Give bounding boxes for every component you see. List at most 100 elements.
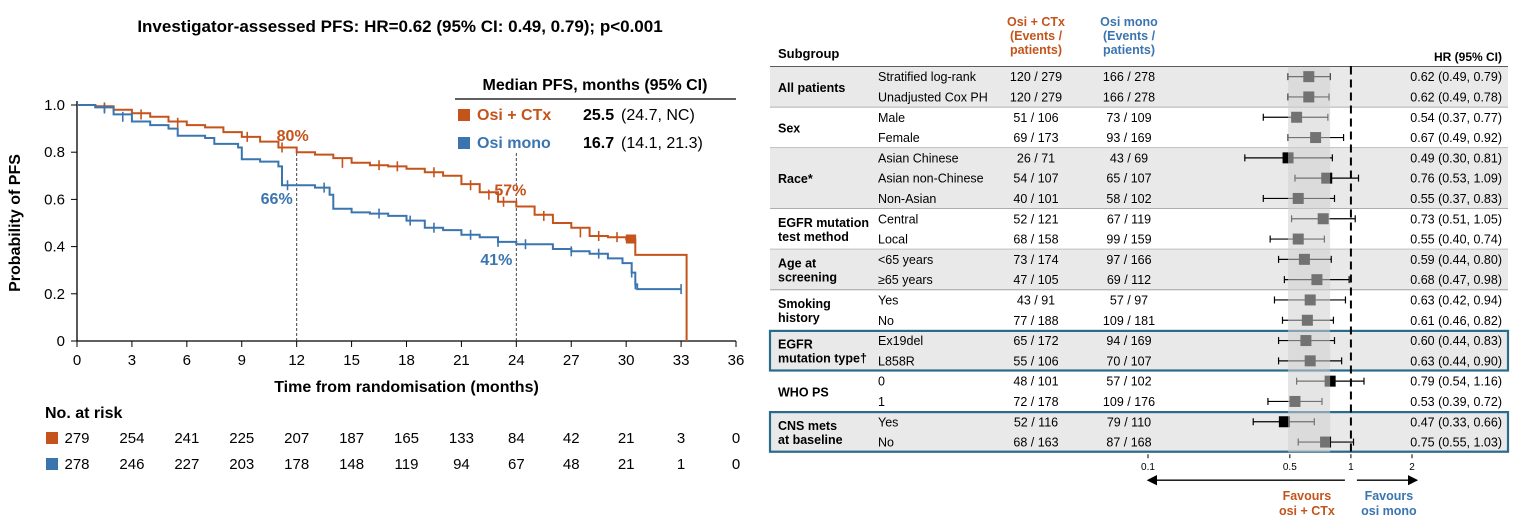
km-x-tick-label: 3 [128,352,136,369]
at-risk-value: 254 [119,430,144,447]
forest-header-arm1: patients) [1010,43,1062,57]
forest-row-label: Yes [878,293,898,307]
legend-title: Median PFS, months (95% CI) [483,77,708,94]
km-annotation: 66% [261,191,293,208]
forest-row-label: Stratified log-rank [878,70,977,84]
forest-row-label: No [878,314,894,328]
forest-highlight-box [768,411,1510,453]
forest-rows: All patients Stratified log-rank 120 / 279… [768,66,1510,453]
forest-group-shade [770,330,1508,371]
km-x-tick-label: 30 [618,352,635,369]
forest-row-hr-text: 0.54 (0.37, 0.77) [1410,111,1502,125]
forest-row-arm2: 43 / 69 [1110,151,1148,165]
km-y-tick-label: 1.0 [44,97,65,114]
forest-group-label: test method [778,230,849,244]
km-x-tick-label: 9 [238,352,246,369]
forest-group-label: Sex [778,121,800,135]
forest-row-hr-text: 0.73 (0.51, 1.05) [1410,212,1502,226]
at-risk-value: 21 [618,430,635,447]
legend-median: 16.7 [583,135,614,152]
km-x-tick-label: 21 [453,352,470,369]
forest-group-label: WHO PS [778,385,829,399]
forest-row-label: L858R [878,354,915,368]
at-risk-value: 42 [563,430,580,447]
at-risk-value: 21 [618,456,635,473]
km-x-tick-label: 15 [343,352,360,369]
legend-series-name: Osi + CTx [477,107,551,124]
at-risk-value: 187 [339,430,364,447]
forest-row-arm2: 69 / 112 [1107,273,1151,287]
legend-swatch [458,109,470,121]
forest-row-arm2: 99 / 159 [1106,233,1151,247]
km-annotation: 57% [494,182,526,199]
forest-row-arm1: 47 / 105 [1013,273,1058,287]
km-annotation: 41% [480,252,512,269]
at-risk-value: 246 [119,456,144,473]
km-x-tick-label: 6 [183,352,191,369]
forest-row-arm2: 73 / 109 [1106,111,1151,125]
forest-row-arm2: 87 / 168 [1106,436,1151,450]
forest-group-label: Age at [778,257,817,271]
forest-header-hr: HR (95% CI) [1434,50,1502,64]
favours-left-label: osi + CTx [1279,504,1335,518]
forest-row-arm1: 55 / 106 [1013,354,1058,368]
km-y-axis-label: Probability of PFS [7,154,24,292]
at-risk-value: 133 [449,430,474,447]
at-risk-swatch [46,458,58,470]
forest-row-label: Yes [878,415,898,429]
forest-row-arm1: 120 / 279 [1010,90,1062,104]
forest-row-arm2: 79 / 110 [1107,415,1151,429]
km-x-tick-label: 36 [728,352,745,369]
forest-row-label: Asian non-Chinese [878,172,984,186]
forest-header-arm2: Osi mono [1100,15,1158,29]
km-x-tick-label: 0 [73,352,81,369]
forest-group-label: Smoking [778,297,831,311]
forest-row-label: 1 [878,395,885,409]
forest-header-arm2: patients) [1103,43,1155,57]
forest-row-hr-text: 0.53 (0.39, 0.72) [1410,395,1502,409]
favours-left-label: Favours [1283,489,1332,503]
forest-row-hr-text: 0.75 (0.55, 1.03) [1410,436,1502,450]
legend-ci: (24.7, NC) [621,107,695,124]
forest-header-arm2: (Events / [1103,29,1156,43]
at-risk-value: 148 [339,456,364,473]
kaplan-meier-chart: Investigator-assessed PFS: HR=0.62 (95% … [7,17,744,473]
forest-header-arm1: (Events / [1010,29,1063,43]
forest-row-hr-text: 0.47 (0.33, 0.66) [1410,415,1502,429]
forest-row-arm1: 52 / 121 [1013,212,1058,226]
at-risk-value: 227 [174,456,199,473]
forest-row-label: Non-Asian [878,192,936,206]
at-risk-value: 119 [395,456,419,473]
forest-header-subgroup: Subgroup [778,46,839,61]
at-risk-value: 3 [677,430,685,447]
forest-row-hr-text: 0.63 (0.44, 0.90) [1410,354,1502,368]
forest-row-arm2: 109 / 181 [1103,314,1155,328]
forest-row-hr-text: 0.60 (0.44, 0.83) [1410,334,1502,348]
forest-row-hr-text: 0.76 (0.53, 1.09) [1410,172,1502,186]
forest-row-label: No [878,436,894,450]
forest-header-arm1: Osi + CTx [1007,15,1065,29]
forest-row-label: Central [878,212,918,226]
forest-row-arm1: 68 / 158 [1013,233,1058,247]
at-risk-value: 279 [64,430,89,447]
forest-row-hr-text: 0.55 (0.37, 0.83) [1410,192,1502,206]
forest-x-tick-label: 0.5 [1283,462,1297,473]
forest-row-arm2: 97 / 166 [1106,253,1151,267]
forest-group-label: screening [778,271,837,285]
forest-row-arm1: 68 / 163 [1013,436,1058,450]
km-y-tick-label: 0.8 [44,144,65,161]
forest-row-arm2: 70 / 107 [1106,354,1151,368]
forest-row-label: Asian Chinese [878,151,959,165]
km-axes: 0 3 6 9 12 15 18 21 24 27 30 33 3600.20.40.60.81.0Ti… [7,97,744,396]
legend-series-name: Osi mono [477,135,551,152]
forest-row-arm1: 69 / 173 [1013,131,1058,145]
forest-row-arm2: 93 / 169 [1106,131,1151,145]
forest-row-arm2: 58 / 102 [1106,192,1151,206]
forest-group-label: All patients [778,81,845,95]
forest-row-arm1: 65 / 172 [1013,334,1058,348]
forest-row-hr-text: 0.68 (0.47, 0.98) [1410,273,1502,287]
km-x-tick-label: 27 [563,352,580,369]
forest-row-arm2: 109 / 176 [1103,395,1155,409]
favours-right-label: osi mono [1361,504,1417,518]
